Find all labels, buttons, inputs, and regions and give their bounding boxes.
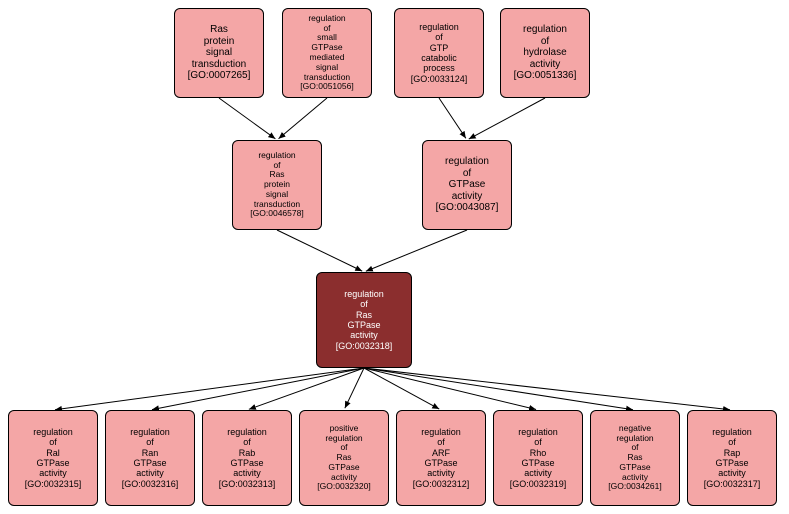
edge [249,368,364,409]
edge [345,368,364,408]
node-label-line: [GO:0032317] [704,479,761,489]
node-label-line: activity [524,468,552,478]
node-n7[interactable]: regulationofRalGTPaseactivity[GO:0032315… [8,410,98,506]
node-label-line: GTPase [133,458,166,468]
node-n5[interactable]: regulationofGTPaseactivity[GO:0043087] [422,140,512,230]
node-n2[interactable]: regulationofGTPcatabolicprocess[GO:00331… [394,8,484,98]
node-label-line: regulation [419,22,459,32]
node-label-line: [GO:0032315] [25,479,82,489]
node-label-line: regulation [227,427,267,437]
node-label-line: activity [530,59,561,71]
node-label-line: GTPase [424,458,457,468]
node-label-line: GTPase [36,458,69,468]
node-label-line: of [541,36,549,48]
edge [152,368,364,410]
node-label-line: [GO:0032319] [510,479,567,489]
edge [366,230,467,271]
edge [277,230,362,271]
node-label-line: [GO:0032316] [122,479,179,489]
node-label-line: of [243,437,251,447]
node-n6[interactable]: regulationofRasGTPaseactivity[GO:0032318… [316,272,412,368]
node-label-line: regulation [344,289,384,299]
node-label-line: process [423,63,455,73]
node-label-line: [GO:0032313] [219,479,276,489]
edge [55,368,364,410]
node-label-line: activity [718,468,746,478]
node-label-line: of [463,168,471,180]
node-label-line: activity [350,330,378,340]
node-label-line: [GO:0046578] [250,209,303,219]
node-label-line: activity [136,468,164,478]
node-label-line: [GO:0034261] [608,482,661,492]
node-label-line: of [728,437,736,447]
node-label-line: activity [233,468,261,478]
node-label-line: regulation [130,427,170,437]
node-label-line: ARF [432,448,450,458]
node-label-line: Ras [210,24,228,36]
node-label-line: Rap [724,448,741,458]
node-label-line: [GO:0032312] [413,479,470,489]
node-label-line: GTPase [449,179,486,191]
node-label-line: [GO:0032318] [336,341,393,351]
node-label-line: regulation [712,427,752,437]
node-label-line: GTPase [715,458,748,468]
node-label-line: transduction [192,59,246,71]
edge [469,98,545,139]
node-n8[interactable]: regulationofRanGTPaseactivity[GO:0032316… [105,410,195,506]
node-label-line: regulation [445,156,489,168]
node-n10[interactable]: positiveregulationofRasGTPaseactivity[GO… [299,410,389,506]
node-label-line: Ran [142,448,159,458]
edge [279,98,327,139]
node-label-line: of [360,299,368,309]
node-label-line: [GO:0007265] [188,70,251,82]
node-label-line: hydrolase [523,47,566,59]
edge [219,98,275,139]
node-n12[interactable]: regulationofRhoGTPaseactivity[GO:0032319… [493,410,583,506]
edge [364,368,633,410]
node-n14[interactable]: regulationofRapGTPaseactivity[GO:0032317… [687,410,777,506]
node-label-line: of [534,437,542,447]
node-label-line: regulation [523,24,567,36]
node-label-line: [GO:0043087] [436,202,499,214]
node-label-line: signal [206,47,232,59]
node-label-line: GTPase [230,458,263,468]
node-label-line: of [437,437,445,447]
node-label-line: activity [427,468,455,478]
node-label-line: activity [452,191,483,203]
node-label-line: of [146,437,154,447]
node-label-line: Ral [46,448,60,458]
node-label-line: regulation [33,427,73,437]
node-n11[interactable]: regulationofARFGTPaseactivity[GO:0032312… [396,410,486,506]
edge [439,98,466,138]
node-label-line: regulation [421,427,461,437]
node-label-line: Rho [530,448,547,458]
edge [364,368,730,410]
edge [364,368,536,410]
node-label-line: protein [204,36,235,48]
node-n1[interactable]: regulationofsmallGTPasemediatedsignaltra… [282,8,372,98]
node-label-line: of [435,32,443,42]
node-label-line: [GO:0051056] [300,82,353,92]
node-n0[interactable]: Rasproteinsignaltransduction[GO:0007265] [174,8,264,98]
edge [364,368,439,409]
node-label-line: GTP [430,43,449,53]
node-label-line: [GO:0051336] [514,70,577,82]
node-label-line: activity [39,468,67,478]
node-n4[interactable]: regulationofRasproteinsignaltransduction… [232,140,322,230]
node-label-line: [GO:0033124] [411,74,468,84]
node-label-line: of [49,437,57,447]
node-label-line: GTPase [347,320,380,330]
node-n9[interactable]: regulationofRabGTPaseactivity[GO:0032313… [202,410,292,506]
node-label-line: GTPase [521,458,554,468]
node-label-line: catabolic [421,53,457,63]
node-label-line: [GO:0032320] [317,482,370,492]
node-n13[interactable]: negativeregulationofRasGTPaseactivity[GO… [590,410,680,506]
node-label-line: regulation [518,427,558,437]
node-label-line: Ras [356,310,372,320]
node-label-line: Rab [239,448,256,458]
node-n3[interactable]: regulationofhydrolaseactivity[GO:0051336… [500,8,590,98]
